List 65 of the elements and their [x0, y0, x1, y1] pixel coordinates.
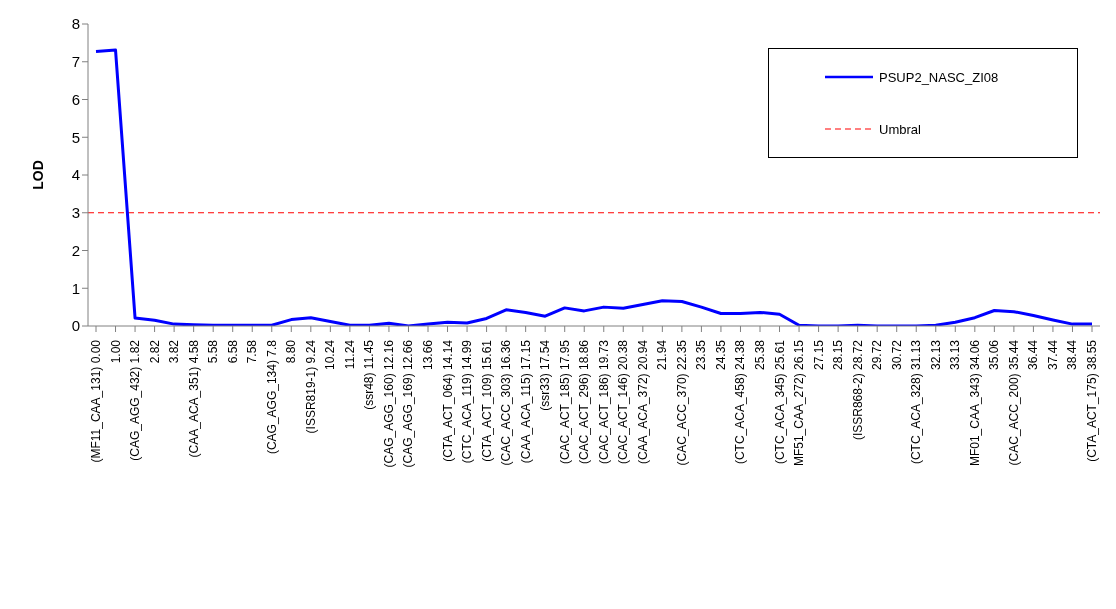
x-tick-label: 30.72 [889, 339, 904, 371]
x-tick-label: MF01_CAA_343) 34.06 [967, 339, 982, 467]
y-tick-label: 1 [71, 279, 80, 297]
x-tick-label: 35.06 [987, 339, 1002, 371]
x-tick-label: (CAG_AGG_160) 12.16 [381, 339, 396, 468]
x-tick-label: (CTC_ACA_119) 14.99 [460, 339, 475, 464]
x-tick-label: 10.24 [323, 339, 338, 371]
x-tick-label: MF51_CAA_272) 26.15 [792, 339, 807, 467]
x-tick-label: (CAA_ACA_351) 4.58 [186, 339, 201, 458]
x-tick-label: (ISSR868-2) 28.72 [850, 339, 865, 441]
y-axis-title: LOD [29, 160, 46, 190]
x-tick-label: (CAA_ACA_372) 20.94 [635, 339, 650, 465]
x-tick-label: 3.82 [167, 339, 182, 364]
x-tick-label: (CAC_ACT_296) 18.86 [577, 339, 592, 465]
line-series [94, 48, 1094, 326]
x-tick-label: (CTA_ACT_175) 38.55 [1085, 339, 1099, 462]
x-tick-label: 23.35 [694, 339, 709, 371]
y-tick-label: 4 [71, 166, 80, 184]
x-tick-label: (MF11_CAA_131) 0.00 [89, 339, 103, 463]
y-tick-label: 8 [71, 15, 80, 33]
x-tick-label: 38.44 [1065, 339, 1080, 371]
x-tick-label: (CAG_AGG_134) 7.8 [264, 339, 279, 455]
x-tick-label: 5.58 [206, 339, 221, 364]
y-tick-label: 5 [71, 128, 80, 146]
x-tick-label: 1.00 [108, 339, 123, 364]
x-tick-label: (CAC_ACT_146) 20.38 [616, 339, 631, 465]
x-tick-label: (CAA_ACA_115) 17.15 [518, 339, 533, 464]
x-tick-label: 6.58 [225, 339, 240, 364]
x-tick-label: (ISSR819-1) 9.24 [303, 339, 318, 434]
x-tick-label: 13.66 [421, 339, 435, 371]
x-tick-label: (ssr48) 11.45 [362, 339, 377, 410]
x-tick-label: 28.15 [831, 339, 846, 371]
x-tick-label: 37.44 [1045, 339, 1060, 371]
x-tick-label: 2.82 [147, 339, 162, 364]
x-tick-label: 36.44 [1026, 339, 1041, 371]
x-tick-label: (CAG_AGG_432) 1.82 [128, 339, 143, 461]
y-tick-label: 0 [71, 317, 80, 335]
y-tick-label: 2 [71, 241, 80, 259]
x-tick-label: (CAC_ACT_185) 17.95 [557, 339, 572, 465]
x-tick-label: (CAC_ACC_200) 35.44 [1006, 339, 1021, 466]
x-tick-label: 25.38 [753, 339, 767, 371]
x-tick-label: 11.24 [342, 339, 357, 370]
legend-label: Umbral [879, 121, 921, 137]
x-tick-label: 33.13 [948, 339, 963, 371]
x-tick-label: (CTA_ACT_064) 14.14 [440, 339, 455, 462]
y-tick-label: 3 [71, 204, 80, 222]
x-tick-label: 8.80 [284, 339, 299, 364]
x-tick-label: (ssr33) 17.54 [538, 339, 553, 411]
x-tick-label: (CTC_ACA_328) 31.13 [909, 339, 924, 465]
legend-label: PSUP2_NASC_ZI08 [879, 69, 999, 85]
x-tick-label: (CAC_ACC_303) 16.36 [499, 339, 514, 466]
x-tick-label: (CTA_ACT_109) 15.61 [479, 339, 494, 462]
y-tick-label: 6 [71, 90, 80, 108]
x-tick-label: 27.15 [811, 339, 826, 371]
x-tick-label: (CTC_ACA_458) 24.38 [733, 339, 748, 465]
y-tick-label: 7 [71, 53, 80, 71]
x-tick-label: 7.58 [245, 339, 260, 364]
x-tick-label: 29.72 [870, 339, 885, 371]
x-tick-label: 24.35 [713, 339, 728, 371]
x-tick-label: (CAC_ACT_186) 19.73 [596, 339, 611, 465]
x-tick-label: 32.13 [928, 339, 943, 371]
x-tick-label: (CTC_ACA_345) 25.61 [772, 339, 787, 465]
x-tick-label: 21.94 [655, 339, 670, 371]
x-tick-label: (CAG_AGG_169) 12.66 [401, 339, 416, 468]
x-tick-label: (CAC_ACC_370) 22.35 [674, 339, 689, 466]
